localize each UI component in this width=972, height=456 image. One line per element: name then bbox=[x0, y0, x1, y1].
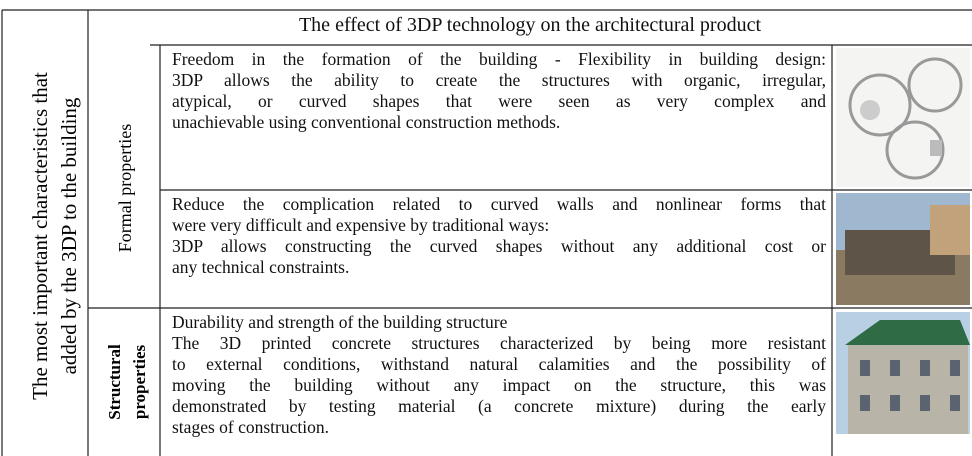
cell-text-line: demonstrated by testing material (a conc… bbox=[172, 396, 826, 416]
cell-text-line: moving the building without any impact o… bbox=[172, 375, 826, 395]
side-heading-line: The most important characteristics that bbox=[28, 72, 52, 400]
cell-text-line: atypical, or curved shapes that were see… bbox=[172, 91, 826, 111]
cell-text-line: were very difficult and expensive by tra… bbox=[172, 215, 550, 235]
cell-text-line: unachievable using conventional construc… bbox=[172, 112, 561, 132]
table-header: The effect of 3DP technology on the arch… bbox=[298, 14, 762, 36]
building-image bbox=[836, 312, 970, 434]
group-label: properties bbox=[130, 344, 149, 419]
cell-text-line: Reduce the complication related to curve… bbox=[172, 194, 826, 214]
side-heading-line: added by the 3DP to the building bbox=[57, 97, 81, 374]
cell-text-line: any technical constraints. bbox=[172, 257, 350, 277]
cell-text-line: to external conditions, withstand natura… bbox=[172, 354, 826, 374]
floor-plan-image bbox=[836, 48, 970, 187]
cell-text-line: The 3D printed concrete structures chara… bbox=[172, 333, 826, 353]
cell-text-line: 3DP allows the ability to create the str… bbox=[172, 70, 826, 90]
cell-text-line: 3DP allows constructing the curved shape… bbox=[172, 236, 826, 256]
group-label: Formal properties bbox=[115, 124, 135, 252]
cell-text-line: stages of construction. bbox=[172, 417, 329, 437]
cell-text-line: Freedom in the formation of the building… bbox=[172, 49, 826, 69]
group-label: Structural bbox=[105, 344, 124, 420]
cell-text-line: Durability and strength of the building … bbox=[172, 312, 508, 332]
printed-wall-image bbox=[836, 193, 970, 305]
